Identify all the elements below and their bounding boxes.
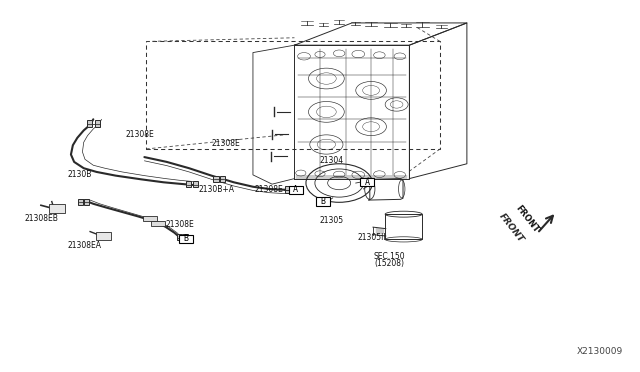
Text: 2130B+A: 2130B+A <box>198 185 235 194</box>
Text: 21305: 21305 <box>320 216 344 225</box>
Bar <box>143 216 157 221</box>
Bar <box>289 186 303 194</box>
Text: FRONT: FRONT <box>514 204 541 235</box>
Text: 2130B: 2130B <box>68 170 92 179</box>
Text: 21308E: 21308E <box>166 221 194 230</box>
Text: SEC.150: SEC.150 <box>373 252 404 261</box>
Text: A: A <box>293 185 298 194</box>
Text: 21305II: 21305II <box>357 232 386 242</box>
Bar <box>214 176 219 182</box>
Text: B: B <box>321 197 326 206</box>
Text: 21304: 21304 <box>320 155 344 164</box>
Bar <box>87 120 92 128</box>
Bar <box>97 232 111 240</box>
Bar <box>84 199 90 205</box>
Text: 21308E: 21308E <box>211 139 240 148</box>
Text: (15208): (15208) <box>374 259 404 267</box>
Bar <box>220 176 225 182</box>
Bar <box>179 235 193 243</box>
Bar <box>95 120 100 128</box>
Bar <box>316 198 330 206</box>
Text: A: A <box>365 178 370 187</box>
Text: FRONT: FRONT <box>497 211 525 244</box>
Text: 21308E: 21308E <box>255 185 284 194</box>
Text: 21308EB: 21308EB <box>25 214 59 223</box>
Bar <box>186 181 191 187</box>
Bar <box>292 186 297 193</box>
Text: 21308EA: 21308EA <box>68 241 102 250</box>
Bar <box>183 234 188 240</box>
Bar <box>193 181 198 187</box>
Bar <box>147 41 440 149</box>
Bar <box>49 204 65 213</box>
Bar <box>78 199 83 205</box>
Bar <box>285 186 291 193</box>
Text: B: B <box>184 234 188 243</box>
Text: 21308E: 21308E <box>125 129 154 139</box>
Bar <box>360 178 374 186</box>
Bar <box>177 234 182 240</box>
Bar <box>385 214 422 239</box>
Text: X2130009: X2130009 <box>577 347 623 356</box>
Bar <box>151 221 165 226</box>
